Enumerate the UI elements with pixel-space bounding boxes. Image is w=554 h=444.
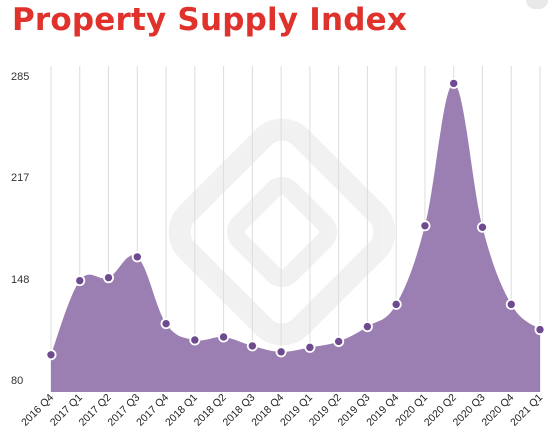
data-point: [361, 321, 373, 333]
data-point: [390, 298, 402, 310]
data-point: [131, 251, 143, 263]
data-points: [45, 77, 546, 361]
data-point: [448, 77, 460, 89]
data-point: [275, 346, 287, 358]
data-point: [103, 272, 115, 284]
data-point: [160, 318, 172, 330]
data-point: [218, 331, 230, 343]
data-point: [505, 298, 517, 310]
data-point: [189, 334, 201, 346]
area-series: [51, 83, 540, 392]
y-tick-label: 285: [11, 71, 29, 83]
data-point: [534, 324, 546, 336]
x-tick-label: 2021 Q1: [508, 392, 545, 429]
y-tick-label: 148: [11, 274, 29, 286]
data-point: [246, 340, 258, 352]
data-point: [74, 275, 86, 287]
data-point: [304, 341, 316, 353]
watermark-logo: [168, 118, 396, 346]
data-point: [333, 335, 345, 347]
y-tick-label: 217: [11, 172, 29, 184]
corner-decoration: [526, 0, 548, 9]
data-point: [419, 220, 431, 232]
data-point: [45, 349, 57, 361]
chart-title: Property Supply Index: [12, 2, 408, 38]
data-point: [476, 221, 488, 233]
y-axis-ticks: 285 217 148 80: [11, 71, 29, 387]
y-tick-label: 80: [11, 375, 23, 387]
